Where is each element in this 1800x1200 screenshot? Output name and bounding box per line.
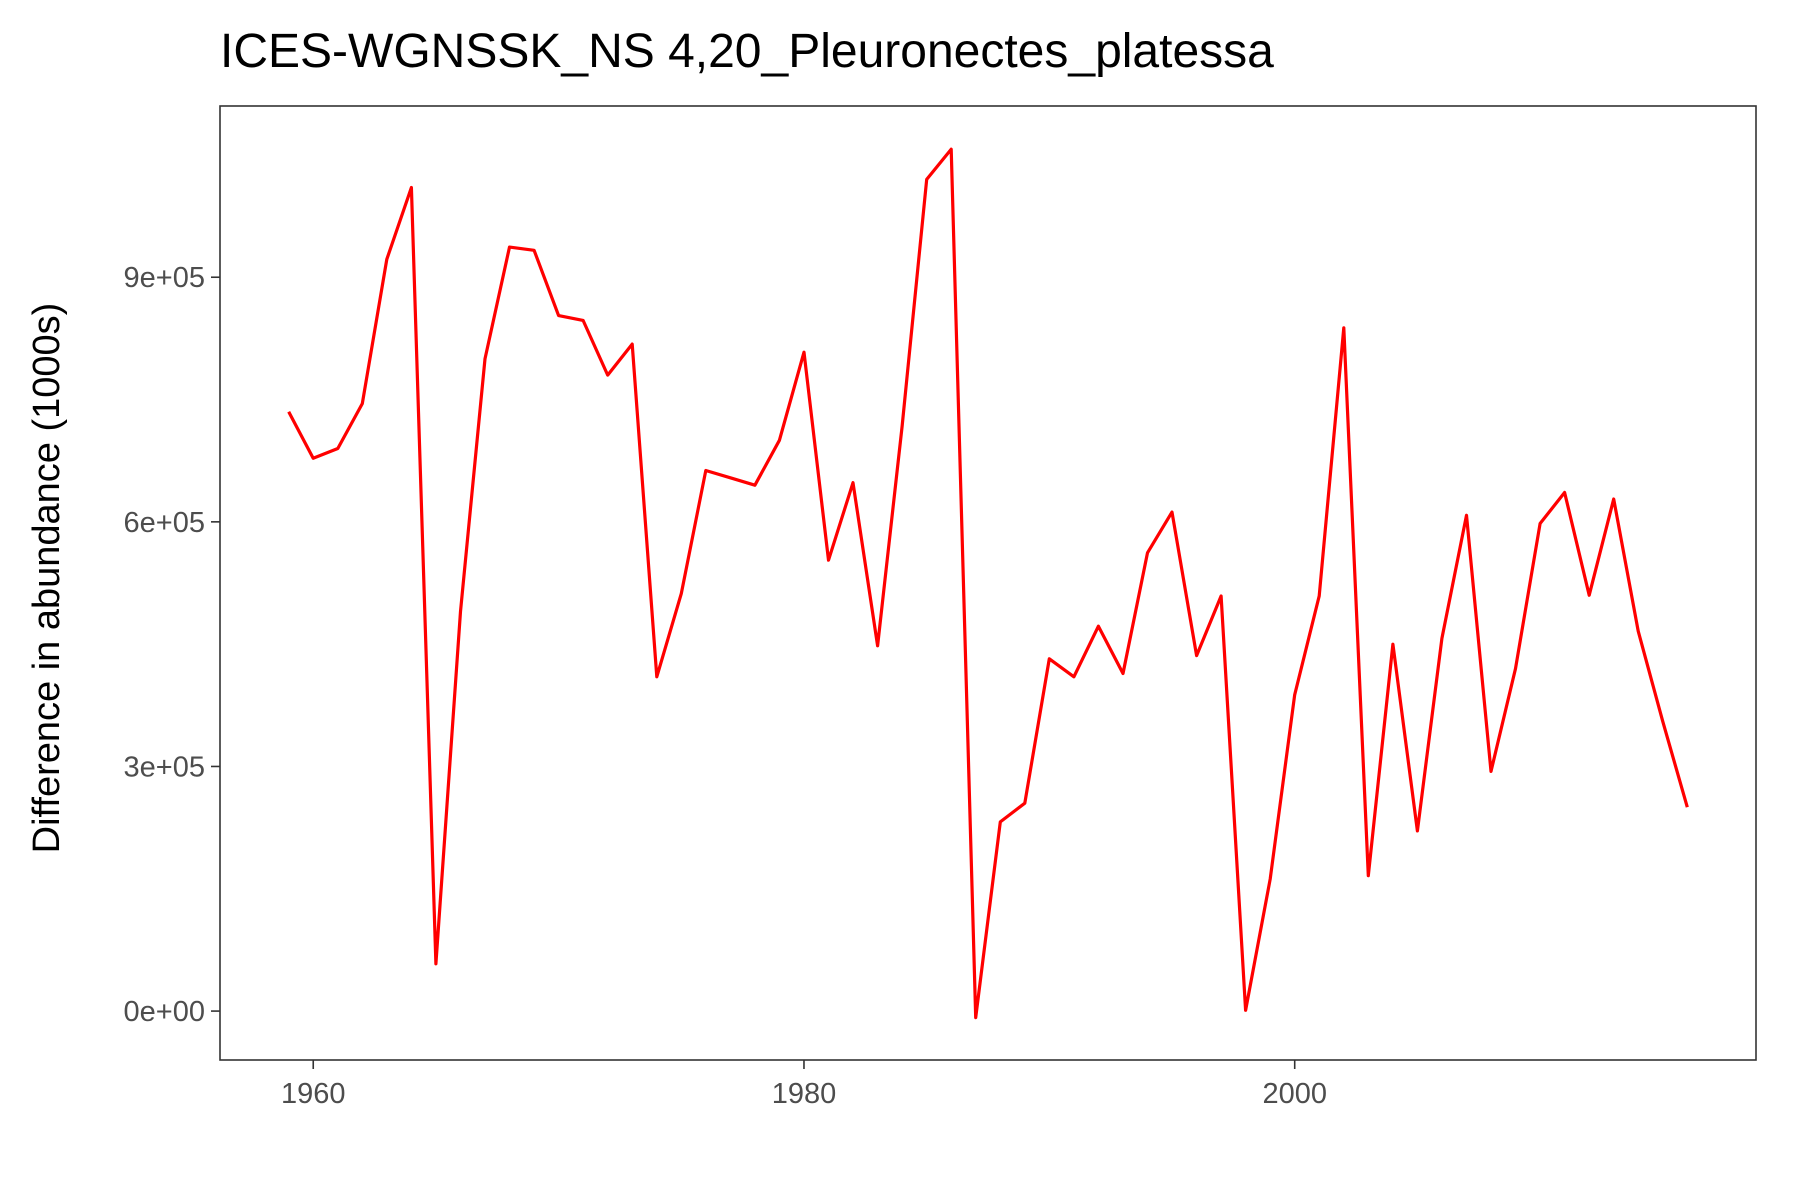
y-tick-label: 6e+05: [124, 507, 205, 539]
x-tick-label: 1960: [281, 1078, 346, 1110]
y-axis: 0e+00 3e+05 6e+05 9e+05: [124, 262, 220, 1028]
y-tick-label: 0e+00: [124, 996, 205, 1028]
chart-title: ICES-WGNSSK_NS 4,20_Pleuronectes_platess…: [220, 25, 1274, 78]
x-axis: 1960 1980 2000: [281, 1060, 1327, 1110]
x-tick-label: 2000: [1262, 1078, 1327, 1110]
y-tick-label: 3e+05: [124, 751, 205, 783]
y-tick-label: 9e+05: [124, 262, 205, 294]
y-axis-title: Difference in abundance (1000s): [26, 303, 68, 854]
series-line: [287, 147, 1689, 1020]
plot-panel: [219, 105, 1757, 1061]
x-tick-label: 1980: [772, 1078, 837, 1110]
